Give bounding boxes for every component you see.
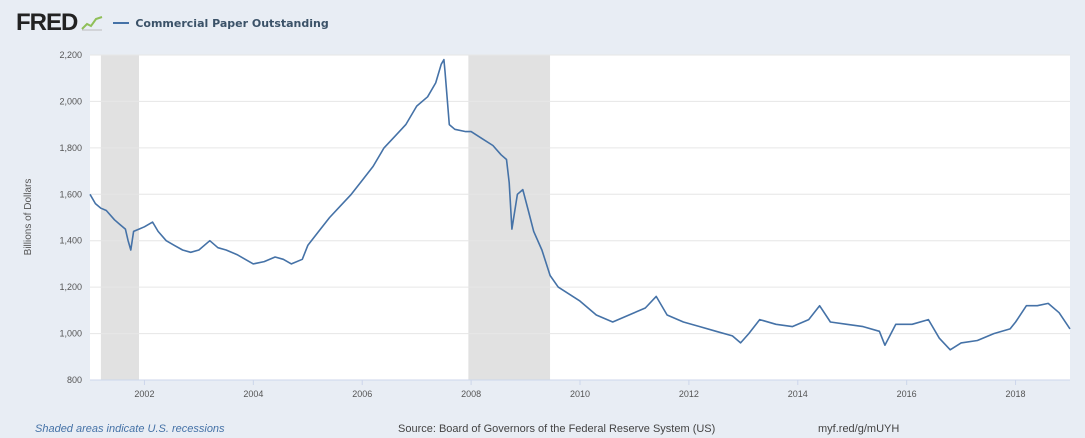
x-tick-label: 2012 (679, 389, 699, 399)
y-tick-label: 1,200 (59, 282, 82, 292)
gridlines (90, 54, 1070, 381)
header: FRED Commercial Paper Outstanding (16, 8, 329, 38)
x-tick-label: 2008 (461, 389, 481, 399)
fred-logo[interactable]: FRED (16, 9, 78, 36)
recession-band-0 (100, 55, 139, 380)
x-tick-label: 2016 (897, 389, 917, 399)
series-line-commercial-paper (89, 58, 1071, 351)
y-tick-label: 800 (67, 375, 82, 385)
x-tick-label: 2004 (243, 389, 263, 399)
y-axis-label: Billions of Dollars (23, 179, 34, 256)
x-tick-label: 2018 (1006, 389, 1026, 399)
y-tick-label: 1,000 (59, 329, 82, 339)
x-axis: 2002 2004 2006 2008 2010 2012 2014 2016 2018 (90, 379, 1070, 399)
short-link[interactable]: myf.red/g/mUYH (818, 423, 900, 435)
legend-line-swatch (113, 22, 130, 24)
x-tick-label: 2002 (134, 389, 154, 399)
x-tick-label: 2006 (352, 389, 372, 399)
y-tick-label: 1,600 (59, 189, 82, 199)
recession-note: Shaded areas indicate U.S. recessions (35, 423, 225, 435)
plot-area (90, 55, 1070, 380)
source-text: Source: Board of Governors of the Federa… (398, 423, 716, 435)
y-axis: 800 1,000 1,200 1,400 1,600 1,800 2,000 2,200 (59, 50, 82, 385)
y-tick-label: 1,400 (59, 236, 82, 246)
y-tick-label: 2,200 (59, 50, 82, 60)
x-tick-label: 2014 (788, 389, 808, 399)
x-tick-label: 2010 (570, 389, 590, 399)
y-tick-label: 2,000 (59, 96, 82, 106)
legend-label: Commercial Paper Outstanding (135, 16, 329, 30)
recession-shading (100, 55, 551, 380)
y-tick-label: 1,800 (59, 143, 82, 153)
recession-band-1 (468, 55, 551, 380)
graph-icon (81, 16, 103, 31)
